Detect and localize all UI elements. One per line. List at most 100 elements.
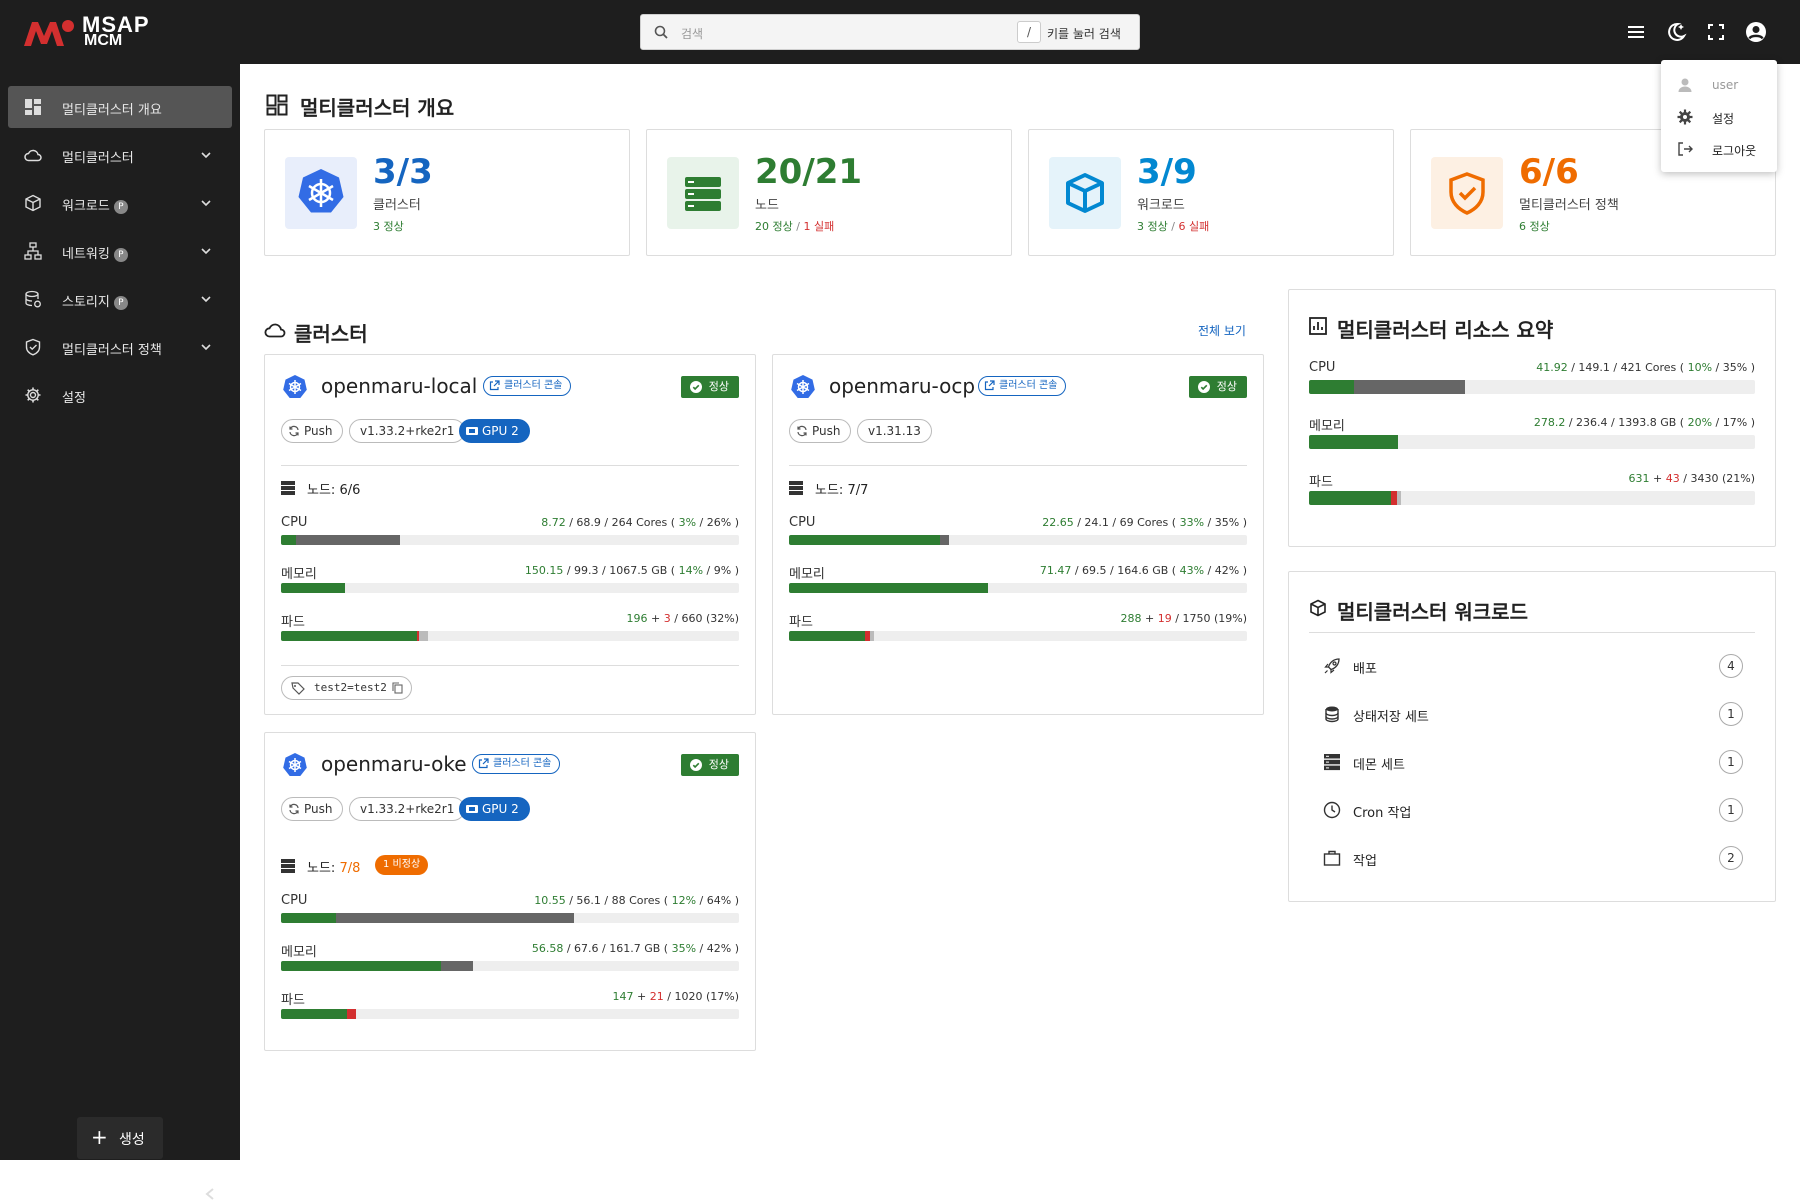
failed-pods: 43 (1665, 472, 1680, 485)
workload-label: 작업 (1353, 854, 1377, 869)
sidebar-item-settings[interactable]: 설정 (8, 374, 232, 416)
fullscreen-icon[interactable] (1704, 20, 1728, 44)
requested-percent: 42% (706, 942, 732, 955)
cluster-name[interactable]: openmaru-local (321, 374, 478, 398)
divider (281, 665, 739, 666)
workload-count: 1 (1719, 750, 1743, 774)
user-menu: user 설정 로그아웃 (1661, 60, 1777, 172)
rocket-icon (1324, 658, 1340, 674)
pods-percent: (19%) (1213, 612, 1247, 625)
summary-card-nodes[interactable]: 20/21 노드 20 정상 / 1 실패 (646, 129, 1012, 256)
workload-item-statefulset[interactable]: 상태저장 세트 1 (1323, 702, 1743, 728)
workloads-card: 멀티클러스터 워크로드 배포 4 상태저장 세트 1 데몬 세트 1 Cron … (1288, 571, 1776, 902)
dashboard-outline-icon (266, 94, 288, 116)
cloud-icon (264, 323, 286, 338)
cpu-bar (789, 535, 1247, 545)
collapse-sidebar-icon[interactable] (204, 1187, 216, 1201)
user-menu-settings[interactable]: 설정 (1661, 102, 1777, 132)
create-button[interactable]: + 생성 (77, 1117, 163, 1159)
sidebar-item-overview[interactable]: 멀티클러스터 개요 (8, 86, 232, 128)
metric-label: CPU (281, 893, 308, 908)
total-value: 1067.5 GB (609, 564, 668, 577)
cluster-console-link[interactable]: 클러스터 콘솔 (472, 754, 561, 774)
mode-label: Push (304, 802, 333, 816)
cluster-console-link[interactable]: 클러스터 콘솔 (483, 376, 572, 396)
cluster-name[interactable]: openmaru-oke (321, 752, 467, 776)
cluster-card[interactable]: openmaru-oke 클러스터 콘솔 정상 Push v1.33.2+rke… (264, 732, 756, 1051)
sidebar: 멀티클러스터 개요 멀티클러스터 워크로드 P 네트워킹 P 스토리지 P 멀티클러스… (0, 64, 240, 1200)
used-fill (281, 961, 442, 971)
workload-item-cronjob[interactable]: Cron 작업 1 (1323, 798, 1743, 824)
workload-count: 1 (1719, 702, 1743, 726)
pods-metric: 파드 631 + 43 / 3430 (21%) (1309, 471, 1755, 511)
metric-values: 278.2 / 236.4 / 1393.8 GB ( 20% / 17% ) (1533, 416, 1755, 429)
cpu-bar (281, 535, 739, 545)
gear-icon (1677, 109, 1693, 125)
sidebar-item-storage[interactable]: 스토리지 P (8, 278, 232, 320)
divider (1309, 632, 1755, 633)
version-chip: v1.31.13 (857, 419, 932, 443)
workload-item-daemonset[interactable]: 데몬 세트 1 (1323, 750, 1743, 776)
pods-bar (1309, 491, 1755, 505)
workload-label: Cron 작업 (1353, 806, 1412, 821)
section-title-text: 클러스터 (294, 322, 368, 346)
metric-values: 41.92 / 149.1 / 421 Cores ( 10% / 35% ) (1536, 361, 1755, 374)
mode-label: Push (304, 424, 333, 438)
workload-count: 1 (1719, 798, 1743, 822)
summary-status: 6 정상 (1519, 218, 1550, 234)
search-bar[interactable]: 검색 / 키를 눌러 검색 (640, 14, 1140, 50)
requested-fill (441, 961, 474, 971)
sidebar-item-workload[interactable]: 워크로드 P (8, 182, 232, 224)
cluster-card[interactable]: openmaru-local 클러스터 콘솔 정상 Push v1.33.2+r… (264, 354, 756, 715)
metric-label: 파드 (281, 993, 305, 1008)
used-value: 150.15 (524, 564, 564, 577)
total-value: 1393.8 GB (1618, 416, 1677, 429)
copy-icon[interactable] (392, 682, 403, 694)
running-fill (789, 631, 865, 641)
cube-icon (25, 194, 41, 212)
label-tag[interactable]: test2=test2 (281, 676, 412, 700)
cluster-card[interactable]: openmaru-ocp 클러스터 콘솔 정상 Push v1.31.13 노드… (772, 354, 1264, 715)
app-logo[interactable]: MSAP MCM (22, 12, 172, 52)
account-icon[interactable] (1744, 20, 1768, 44)
running-fill (1309, 491, 1392, 505)
tag-text: test2=test2 (314, 681, 387, 694)
workload-count: 2 (1719, 846, 1743, 870)
summary-card-clusters[interactable]: 3/3 클러스터 3 정상 (264, 129, 630, 256)
requested-value: 236.4 (1576, 416, 1608, 429)
requested-value: 67.6 (574, 942, 599, 955)
dark-mode-icon[interactable] (1664, 20, 1688, 44)
running-fill (281, 631, 418, 641)
cpu-bar (1309, 380, 1755, 394)
workload-item-job[interactable]: 작업 2 (1323, 846, 1743, 872)
sidebar-item-networking[interactable]: 네트워킹 P (8, 230, 232, 272)
running-pods: 631 (1628, 472, 1650, 485)
workload-item-deployment[interactable]: 배포 4 (1323, 654, 1743, 680)
cluster-name[interactable]: openmaru-ocp (829, 374, 976, 398)
version-chip: v1.33.2+rke2r1 (349, 419, 466, 443)
logout-label: 로그아웃 (1712, 144, 1757, 158)
check-circle-icon (689, 381, 702, 393)
kubernetes-icon (298, 169, 344, 213)
requested-value: 68.9 (576, 516, 601, 529)
metric-label: 파드 (281, 615, 305, 630)
running-pods: 147 (612, 990, 634, 1003)
cluster-console-link[interactable]: 클러스터 콘솔 (978, 376, 1067, 396)
user-menu-logout[interactable]: 로그아웃 (1661, 134, 1777, 164)
menu-icon[interactable] (1624, 20, 1648, 44)
used-percent: 3% (678, 516, 697, 529)
external-link-icon (478, 758, 489, 769)
sidebar-item-multicluster[interactable]: 멀티클러스터 (8, 134, 232, 176)
used-percent: 33% (1179, 516, 1205, 529)
settings-label: 설정 (1712, 112, 1735, 126)
sidebar-item-policy[interactable]: 멀티클러스터 정책 (8, 326, 232, 368)
kubernetes-icon (283, 375, 307, 398)
view-all-link[interactable]: 전체 보기 (1198, 324, 1246, 338)
used-value: 41.92 (1536, 361, 1568, 374)
cpu-metric: CPU 41.92 / 149.1 / 421 Cores ( 10% / 35… (1309, 360, 1755, 400)
sync-icon (289, 425, 299, 437)
pods-bar (281, 1009, 739, 1019)
pods-bar (789, 631, 1247, 641)
summary-card-workloads[interactable]: 3/9 워크로드 3 정상 / 6 실패 (1028, 129, 1394, 256)
pending-fill (1396, 491, 1402, 505)
